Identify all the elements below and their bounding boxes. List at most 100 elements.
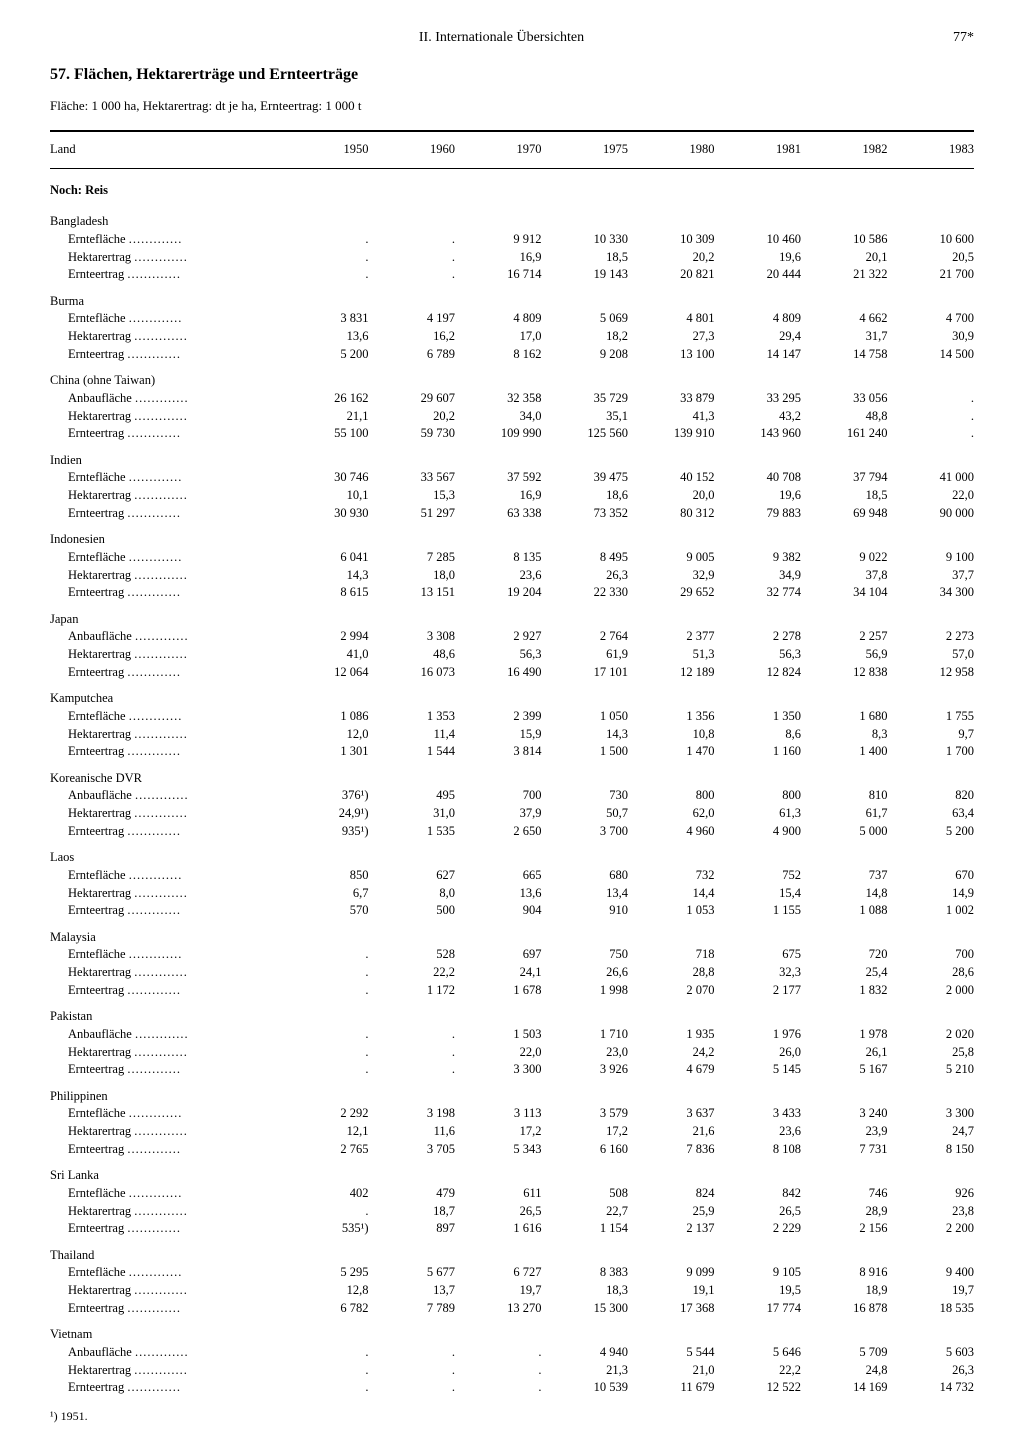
metric-erntefl: Erntefläche ............. [50,708,282,726]
table-row: Hektarertrag .............41,048,656,361… [50,646,974,664]
table-row: Hektarertrag ...............16,918,520,2… [50,249,974,267]
metric-hektar: Hektarertrag ............. [50,1123,282,1141]
country-name: Thailand [50,1238,282,1265]
table-row: Hektarertrag .............24,9¹)31,037,9… [50,805,974,823]
metric-hektar: Hektarertrag ............. [50,487,282,505]
col-year-1981: 1981 [714,131,800,168]
col-year-1982: 1982 [801,131,887,168]
metric-hektar: Hektarertrag ............. [50,1282,282,1300]
page-header: II. Internationale Übersichten 77* [50,30,974,46]
table-row: Anbaufläche .............26 16229 60732 … [50,390,974,408]
country-name: Pakistan [50,999,282,1026]
col-year-1980: 1980 [628,131,714,168]
metric-hektar: Hektarertrag ............. [50,726,282,744]
metric-hektar: Hektarertrag ............. [50,1362,282,1380]
table-row: Ernteertrag .............5705009049101 0… [50,902,974,920]
col-year-1950: 1950 [282,131,368,168]
metric-hektar: Hektarertrag ............. [50,328,282,346]
table-row: Hektarertrag ..............22,224,126,62… [50,964,974,982]
metric-erntefl: Erntefläche ............. [50,946,282,964]
col-label: Land [50,131,282,168]
country-name: Japan [50,602,282,629]
table-row: Erntefläche .............850627665680732… [50,867,974,885]
metric-ernteertr: Ernteertrag ............. [50,664,282,682]
metric-ernteertr: Ernteertrag ............. [50,1061,282,1079]
table-title: 57. Flächen, Hektarerträge und Ernteertr… [50,66,974,84]
metric-hektar: Hektarertrag ............. [50,1044,282,1062]
table-row: Erntefläche ...............9 91210 33010… [50,231,974,249]
table-row: Ernteertrag .............6 7827 78913 27… [50,1300,974,1318]
table-row: Hektarertrag .............13,616,217,018… [50,328,974,346]
metric-anbau: Anbaufläche ............. [50,1344,282,1362]
table-row: Hektarertrag .............12,813,719,718… [50,1282,974,1300]
metric-erntefl: Erntefläche ............. [50,310,282,328]
table-row: Anbaufläche ...............1 5031 7101 9… [50,1026,974,1044]
table-row: Erntefläche .............5 2955 6776 727… [50,1264,974,1282]
country-name: China (ohne Taiwan) [50,363,282,390]
country-name: Philippinen [50,1079,282,1106]
table-row: Ernteertrag .............535¹)8971 6161 … [50,1220,974,1238]
country-name: Koreanische DVR [50,761,282,788]
metric-erntefl: Erntefläche ............. [50,1105,282,1123]
country-name: Indien [50,443,282,470]
metric-hektar: Hektarertrag ............. [50,805,282,823]
table-row: Hektarertrag ................21,321,022,… [50,1362,974,1380]
metric-erntefl: Erntefläche ............. [50,1264,282,1282]
table-row: Ernteertrag .............5 2006 7898 162… [50,346,974,364]
metric-erntefl: Erntefläche ............. [50,549,282,567]
metric-ernteertr: Ernteertrag ............. [50,982,282,1000]
metric-anbau: Anbaufläche ............. [50,787,282,805]
metric-hektar: Hektarertrag ............. [50,646,282,664]
table-row: Erntefläche .............30 74633 56737 … [50,469,974,487]
metric-erntefl: Erntefläche ............. [50,1185,282,1203]
metric-ernteertr: Ernteertrag ............. [50,1141,282,1159]
table-body: Noch: ReisBangladeshErntefläche ........… [50,168,974,1397]
table-row: Hektarertrag .............12,011,415,914… [50,726,974,744]
metric-hektar: Hektarertrag ............. [50,885,282,903]
data-table: Land19501960197019751980198119821983 Noc… [50,130,974,1397]
metric-ernteertr: Ernteertrag ............. [50,1379,282,1397]
country-name: Kamputchea [50,681,282,708]
table-row: Hektarertrag .............6,78,013,613,4… [50,885,974,903]
country-name: Malaysia [50,920,282,947]
col-year-1983: 1983 [887,131,974,168]
metric-anbau: Anbaufläche ............. [50,1026,282,1044]
table-row: Erntefläche .............402479611508824… [50,1185,974,1203]
metric-erntefl: Erntefläche ............. [50,469,282,487]
table-row: Erntefläche .............2 2923 1983 113… [50,1105,974,1123]
metric-ernteertr: Ernteertrag ............. [50,743,282,761]
country-name: Laos [50,840,282,867]
table-row: Ernteertrag ................10 53911 679… [50,1379,974,1397]
table-row: Anbaufläche ................4 9405 5445 … [50,1344,974,1362]
page-number: 77* [953,30,974,46]
table-head: Land19501960197019751980198119821983 [50,131,974,168]
table-row: Hektarertrag .............14,318,023,626… [50,567,974,585]
metric-hektar: Hektarertrag ............. [50,249,282,267]
table-row: Ernteertrag ...............3 3003 9264 6… [50,1061,974,1079]
col-year-1970: 1970 [455,131,541,168]
units-note: Fläche: 1 000 ha, Hektarertrag: dt je ha… [50,98,974,114]
section-label: II. Internationale Übersichten [419,30,584,46]
table-row: Erntefläche ..............52869775071867… [50,946,974,964]
metric-hektar: Hektarertrag ............. [50,567,282,585]
table-row: Ernteertrag .............12 06416 07316 … [50,664,974,682]
metric-ernteertr: Ernteertrag ............. [50,425,282,443]
country-name: Indonesien [50,522,282,549]
metric-ernteertr: Ernteertrag ............. [50,584,282,602]
country-name: Vietnam [50,1317,282,1344]
col-year-1975: 1975 [542,131,628,168]
metric-ernteertr: Ernteertrag ............. [50,902,282,920]
table-row: Hektarertrag .............10,115,316,918… [50,487,974,505]
metric-anbau: Anbaufläche ............. [50,628,282,646]
col-year-1960: 1960 [369,131,455,168]
table-row: Ernteertrag .............55 10059 730109… [50,425,974,443]
table-row: Hektarertrag ...............22,023,024,2… [50,1044,974,1062]
country-name: Bangladesh [50,204,282,231]
table-row: Hektarertrag ..............18,726,522,72… [50,1203,974,1221]
metric-ernteertr: Ernteertrag ............. [50,1300,282,1318]
table-row: Ernteertrag .............8 61513 15119 2… [50,584,974,602]
table-row: Ernteertrag ..............1 1721 6781 99… [50,982,974,1000]
metric-ernteertr: Ernteertrag ............. [50,823,282,841]
continued-heading: Noch: Reis [50,168,282,204]
metric-ernteertr: Ernteertrag ............. [50,505,282,523]
